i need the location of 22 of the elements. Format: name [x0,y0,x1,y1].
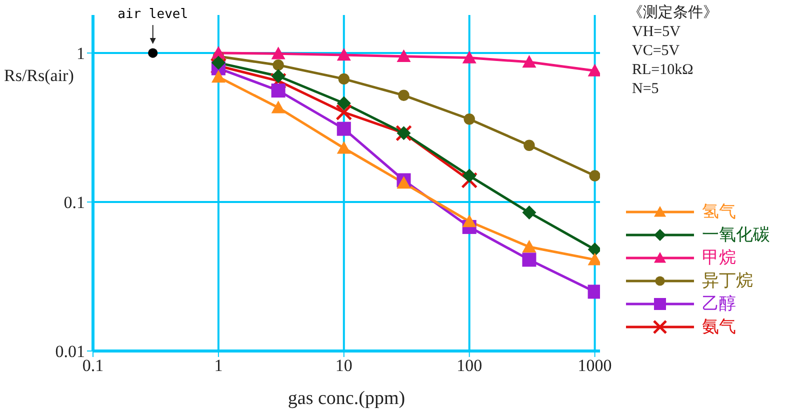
text: N=5 [632,80,660,99]
x-tick-label: 1 [214,356,223,376]
text: VH=5V [632,23,682,42]
legend-label: 异丁烷 [702,270,753,292]
x-tick-label: 0.1 [82,356,104,376]
x-tick-label: 10 [335,356,352,376]
x-tick-label: 1000 [578,356,612,376]
y-tick-label: 0.1 [64,193,85,212]
legend-label: 氢气 [702,201,736,223]
text: RL=10kΩ [632,61,694,80]
x-tick-label: 100 [456,356,482,376]
y-tick-label: 1 [76,44,85,64]
text: 《测定条件》 [628,4,718,23]
y-axis-title: Rs/Rs(air) [4,66,74,86]
legend-label: 一氧化碳 [702,224,770,246]
text: VC=5V [632,42,681,61]
annotation: air level [118,7,188,22]
legend-label: 氨气 [702,316,736,338]
legend-label: 乙醇 [702,293,736,315]
legend-label: 甲烷 [702,247,736,269]
y-tick-label: 0.01 [55,342,85,362]
x-axis-title: gas conc.(ppm) [288,388,406,409]
